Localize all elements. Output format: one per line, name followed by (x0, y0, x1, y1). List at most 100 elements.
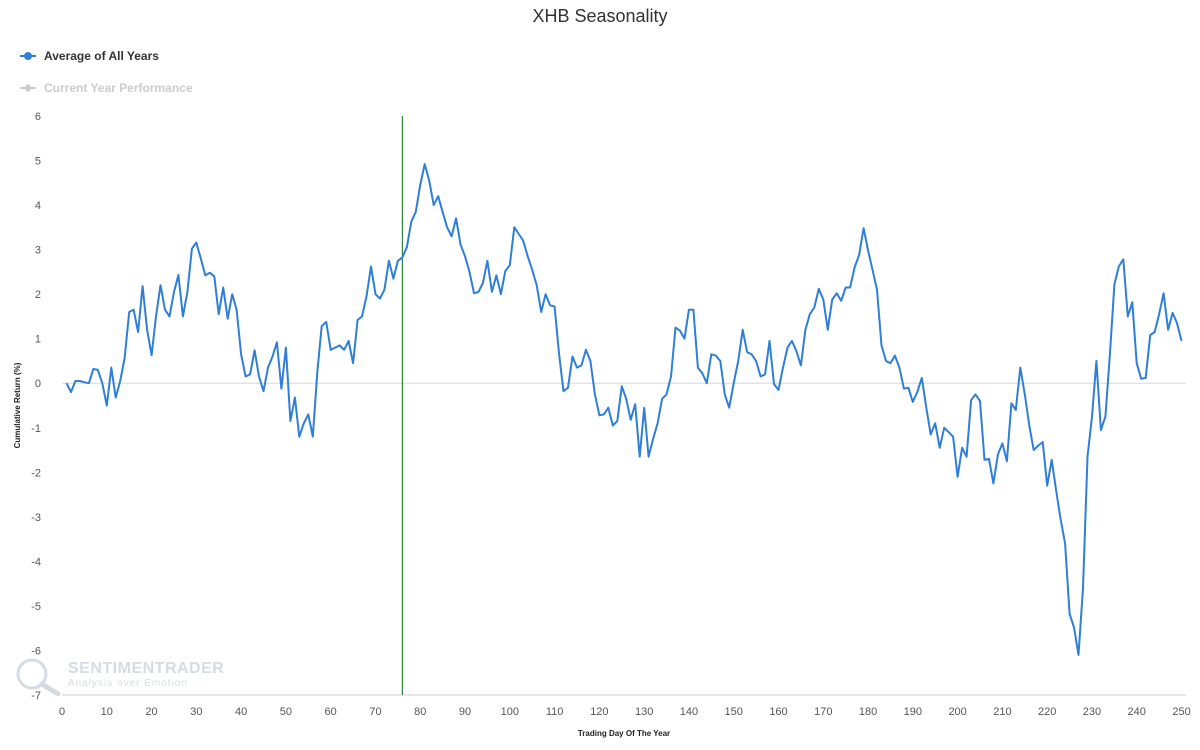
data-point[interactable] (423, 162, 427, 166)
data-point[interactable] (723, 392, 727, 396)
data-point[interactable] (512, 225, 516, 229)
data-point[interactable] (1162, 291, 1166, 295)
data-point[interactable] (763, 372, 767, 376)
data-point[interactable] (396, 259, 400, 263)
data-point[interactable] (217, 312, 221, 316)
data-point[interactable] (1059, 517, 1063, 521)
data-point[interactable] (150, 353, 154, 357)
data-point[interactable] (1068, 612, 1072, 616)
data-point[interactable] (118, 379, 122, 383)
data-point[interactable] (678, 329, 682, 333)
data-point[interactable] (611, 424, 615, 428)
data-point[interactable] (1000, 441, 1004, 445)
data-point[interactable] (1054, 488, 1058, 492)
data-point[interactable] (199, 257, 203, 261)
data-point[interactable] (248, 372, 252, 376)
data-point[interactable] (145, 328, 149, 332)
data-point[interactable] (915, 390, 919, 394)
data-point[interactable] (812, 306, 816, 310)
data-point[interactable] (750, 352, 754, 356)
data-point[interactable] (293, 396, 297, 400)
data-point[interactable] (1063, 542, 1067, 546)
data-point[interactable] (445, 225, 449, 229)
data-point[interactable] (454, 216, 458, 220)
data-point[interactable] (203, 273, 207, 277)
data-point[interactable] (459, 242, 463, 246)
data-point[interactable] (732, 381, 736, 385)
data-point[interactable] (983, 458, 987, 462)
data-point[interactable] (799, 363, 803, 367)
data-point[interactable] (544, 292, 548, 296)
data-point[interactable] (974, 392, 978, 396)
data-point[interactable] (1121, 257, 1125, 261)
data-point[interactable] (91, 367, 95, 371)
data-point[interactable] (297, 435, 301, 439)
data-point[interactable] (338, 343, 342, 347)
data-point[interactable] (888, 361, 892, 365)
data-point[interactable] (826, 328, 830, 332)
data-point[interactable] (794, 349, 798, 353)
data-point[interactable] (109, 366, 113, 370)
data-point[interactable] (929, 433, 933, 437)
data-point[interactable] (1117, 265, 1121, 269)
data-point[interactable] (262, 389, 266, 393)
data-point[interactable] (965, 455, 969, 459)
data-point[interactable] (674, 326, 678, 330)
data-point[interactable] (709, 352, 713, 356)
data-point[interactable] (306, 412, 310, 416)
data-point[interactable] (1086, 455, 1090, 459)
data-point[interactable] (342, 348, 346, 352)
data-point[interactable] (472, 291, 476, 295)
data-point[interactable] (311, 435, 315, 439)
data-point[interactable] (1072, 625, 1076, 629)
data-point[interactable] (548, 303, 552, 307)
data-point[interactable] (727, 406, 731, 410)
data-point[interactable] (490, 290, 494, 294)
data-point[interactable] (951, 435, 955, 439)
data-point[interactable] (517, 232, 521, 236)
data-point[interactable] (463, 254, 467, 258)
data-point[interactable] (1050, 458, 1054, 462)
data-point[interactable] (571, 355, 575, 359)
data-point[interactable] (839, 299, 843, 303)
data-point[interactable] (136, 330, 140, 334)
data-point[interactable] (427, 179, 431, 183)
data-point[interactable] (575, 366, 579, 370)
data-point[interactable] (629, 418, 633, 422)
data-point[interactable] (239, 352, 243, 356)
data-point[interactable] (414, 210, 418, 214)
data-point[interactable] (588, 359, 592, 363)
data-point[interactable] (593, 392, 597, 396)
data-point[interactable] (481, 281, 485, 285)
data-point[interactable] (656, 421, 660, 425)
data-point[interactable] (1126, 314, 1130, 318)
data-point[interactable] (194, 241, 198, 245)
data-point[interactable] (933, 421, 937, 425)
data-point[interactable] (221, 286, 225, 290)
data-point[interactable] (606, 406, 610, 410)
data-point[interactable] (857, 253, 861, 257)
data-point[interactable] (562, 389, 566, 393)
data-point[interactable] (759, 375, 763, 379)
data-point[interactable] (1081, 586, 1085, 590)
data-point[interactable] (602, 412, 606, 416)
data-point[interactable] (790, 339, 794, 343)
data-point[interactable] (185, 290, 189, 294)
data-point[interactable] (987, 457, 991, 461)
data-point[interactable] (172, 290, 176, 294)
data-point[interactable] (862, 226, 866, 230)
data-point[interactable] (100, 381, 104, 385)
data-point[interactable] (875, 288, 879, 292)
data-point[interactable] (141, 284, 145, 288)
data-point[interactable] (736, 359, 740, 363)
data-point[interactable] (441, 210, 445, 214)
data-point[interactable] (409, 220, 413, 224)
data-point[interactable] (418, 183, 422, 187)
data-point[interactable] (329, 348, 333, 352)
data-point[interactable] (978, 399, 982, 403)
data-point[interactable] (114, 396, 118, 400)
data-point[interactable] (1135, 361, 1139, 365)
data-point[interactable] (526, 254, 530, 258)
data-point[interactable] (803, 328, 807, 332)
data-point[interactable] (956, 475, 960, 479)
